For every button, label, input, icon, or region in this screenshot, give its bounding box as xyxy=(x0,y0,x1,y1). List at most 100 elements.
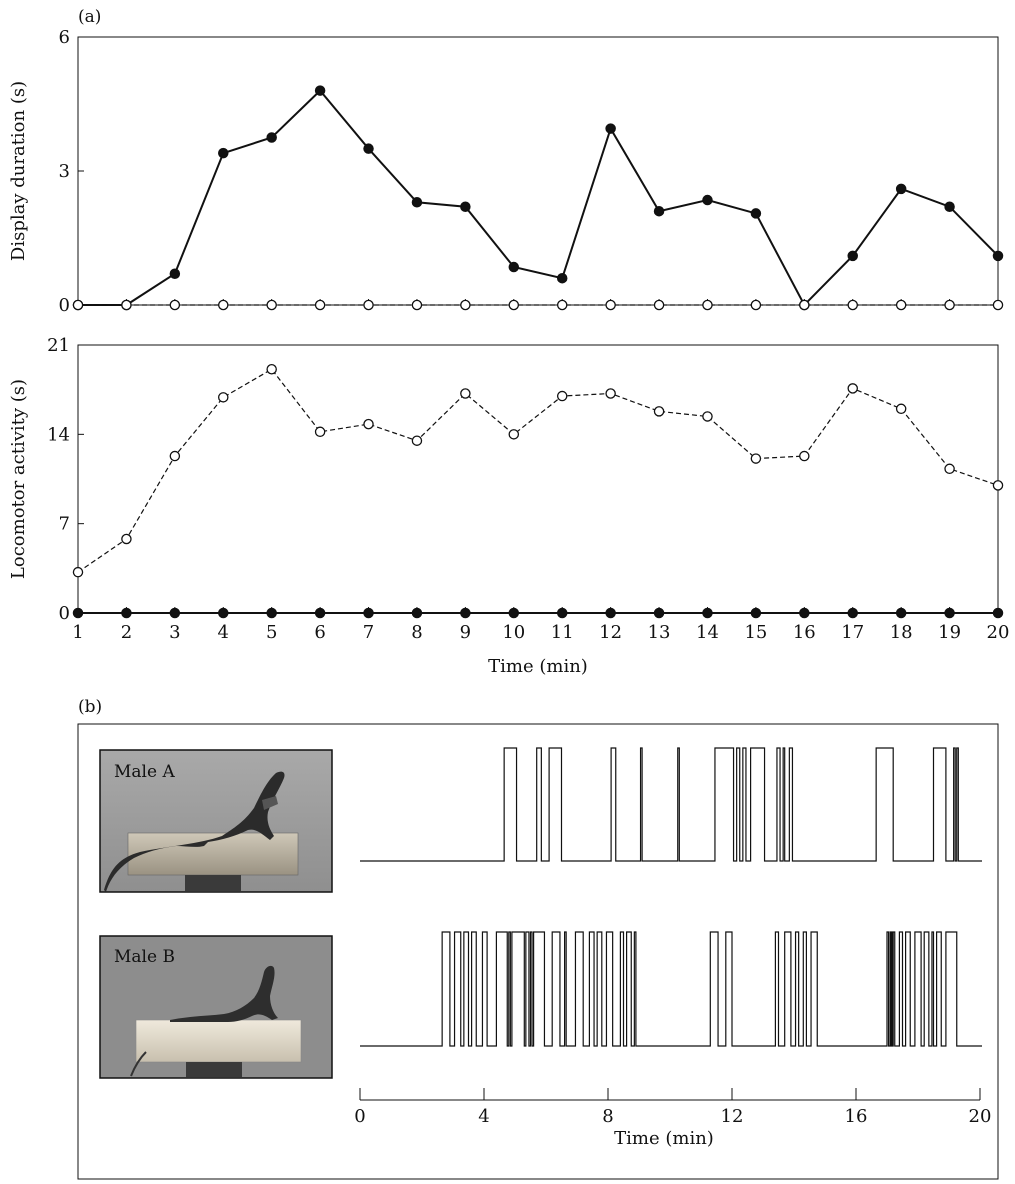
chart2-xtick-label: 1 xyxy=(72,622,83,643)
chart2-series-1-point xyxy=(992,480,1004,491)
chart1-series-2-point xyxy=(314,299,326,311)
chart1-series-1-point xyxy=(218,147,229,159)
panel-a-label: (a) xyxy=(78,7,101,27)
chart2-xtick-label: 3 xyxy=(169,622,180,643)
raster-xtick-label: 20 xyxy=(969,1106,992,1127)
raster-trace-male-b xyxy=(360,931,982,1047)
chart2-xtick-label: 12 xyxy=(599,622,622,643)
panel-b-label: (b) xyxy=(78,697,102,717)
chart2-series-1-point xyxy=(605,388,616,399)
chart2-series-1-point xyxy=(799,450,810,462)
chart1-series-1-point xyxy=(992,250,1004,262)
chart2-series-2-point xyxy=(72,607,84,619)
chart1-series-2-point xyxy=(266,299,277,311)
chart1-series-2-point xyxy=(847,299,858,311)
chart2-xtick-label: 8 xyxy=(411,622,422,643)
display-duration-chart: Display duration (s) 0 3 6 xyxy=(8,27,1004,316)
chart1-series-2-point xyxy=(411,299,423,311)
chart2-xtick-label: 6 xyxy=(314,622,325,643)
chart1-series-1-point xyxy=(605,123,616,134)
male-b-label: Male B xyxy=(114,947,175,967)
chart2-xtick-label: 5 xyxy=(266,622,277,643)
raster-xlabel: Time (min) xyxy=(614,1128,714,1149)
chart2-series-1-point xyxy=(508,429,520,440)
chart2-series-1-point xyxy=(169,450,181,462)
chart2-xtick-label: 16 xyxy=(793,622,816,643)
chart2-xtick-label: 11 xyxy=(551,622,574,643)
chart2-series-2-point xyxy=(847,607,858,619)
chart1-series-1-point xyxy=(750,208,762,219)
raster-trace-male-a xyxy=(360,747,982,862)
raster-xtick-label: 12 xyxy=(721,1106,744,1127)
chart2-xtick-label: 10 xyxy=(502,622,525,643)
chart2-series-1-point xyxy=(653,406,665,417)
chart1-ytick-label: 6 xyxy=(59,27,70,48)
chart2-xtick-label: 19 xyxy=(938,622,961,643)
chart2-series-2-point xyxy=(218,607,229,619)
chart2-xtick-label: 20 xyxy=(987,622,1010,643)
chart2-series-2-point xyxy=(169,607,181,619)
raster-xtick-label: 4 xyxy=(478,1106,489,1127)
chart2-ylabel: Locomotor activity (s) xyxy=(8,379,29,579)
chart1-series-2-point xyxy=(460,299,471,311)
raster-xtick-label: 8 xyxy=(602,1106,613,1127)
chart2-frame xyxy=(77,344,999,614)
chart2-series-1-point xyxy=(847,383,858,394)
chart2-xtick-label: 15 xyxy=(744,622,767,643)
chart1-ylabel: Display duration (s) xyxy=(8,81,29,261)
chart1-ytick-label: 0 xyxy=(59,295,70,316)
chart1-series-2-point xyxy=(750,299,762,311)
chart1-series-2-point xyxy=(702,299,713,311)
activity-raster-panel: Male A Male B 0 4 8 12 16 20 Time (min) xyxy=(77,723,999,1180)
chart2-xtick-label: 13 xyxy=(648,622,671,643)
chart1-series-2-point xyxy=(363,299,374,311)
chart2-xtick-label: 4 xyxy=(218,622,229,643)
chart2-ytick-label: 14 xyxy=(47,424,70,445)
chart2-series-2-point xyxy=(121,607,132,619)
chart2-ytick-label: 7 xyxy=(59,514,70,535)
chart2-series-2-point xyxy=(314,607,326,619)
chart1-series-1-point xyxy=(847,250,858,262)
chart1-series-1-point xyxy=(314,85,326,96)
chart2-series-1-point xyxy=(363,418,374,430)
chart1-series-2-point xyxy=(218,299,229,311)
chart1-series-2-point xyxy=(72,299,84,311)
chart1-series-2-point xyxy=(508,299,520,311)
raster-time-axis: 0 4 8 12 16 20 xyxy=(354,1088,991,1127)
chart1-series-1-point xyxy=(702,194,713,206)
chart2-xtick-label: 2 xyxy=(121,622,132,643)
chart2-ytick-label: 21 xyxy=(47,335,70,356)
chart2-ytick-label: 0 xyxy=(59,603,70,624)
chart2-series-1-point xyxy=(556,390,568,402)
chart2-series-1-point xyxy=(72,566,84,578)
chart2-series-2-point xyxy=(556,607,568,619)
chart2-series-2-point xyxy=(411,607,423,619)
chart1-series-1-point xyxy=(411,197,423,208)
chart2-series-2-point xyxy=(266,607,277,619)
chart2-series-2-point xyxy=(508,607,520,619)
panel-b-frame xyxy=(77,723,999,1180)
chart2-series-1-point xyxy=(750,453,762,464)
chart2-series-1-line xyxy=(77,368,999,573)
chart1-ytick-label: 3 xyxy=(59,161,70,182)
chart1-series-2-point xyxy=(556,299,568,311)
chart2-series-2-point xyxy=(702,607,713,619)
chart2-series-2-point xyxy=(750,607,762,619)
chart1-series-1-point xyxy=(169,268,181,279)
chart2-series-2-point xyxy=(605,607,616,619)
chart2-series-2-point xyxy=(799,607,810,619)
chart2-series-2-point xyxy=(460,607,471,619)
chart1-series-2-point xyxy=(992,299,1004,311)
chart1-series-1-point xyxy=(944,201,955,212)
chart1-series-1-point xyxy=(508,261,520,273)
chart2-series-2-point xyxy=(895,607,907,619)
chart1-series-2-point xyxy=(944,299,955,311)
chart1-series-1-point xyxy=(895,183,907,195)
chart1-series-2-point xyxy=(121,299,132,311)
chart2-series-1-point xyxy=(944,463,955,475)
chart1-series-1-point xyxy=(460,201,471,212)
raster-xtick-label: 0 xyxy=(354,1106,365,1127)
chart2-series-1-point xyxy=(411,435,423,446)
chart1-series-1-line xyxy=(78,89,999,307)
chart1-series-1-point xyxy=(556,272,568,284)
